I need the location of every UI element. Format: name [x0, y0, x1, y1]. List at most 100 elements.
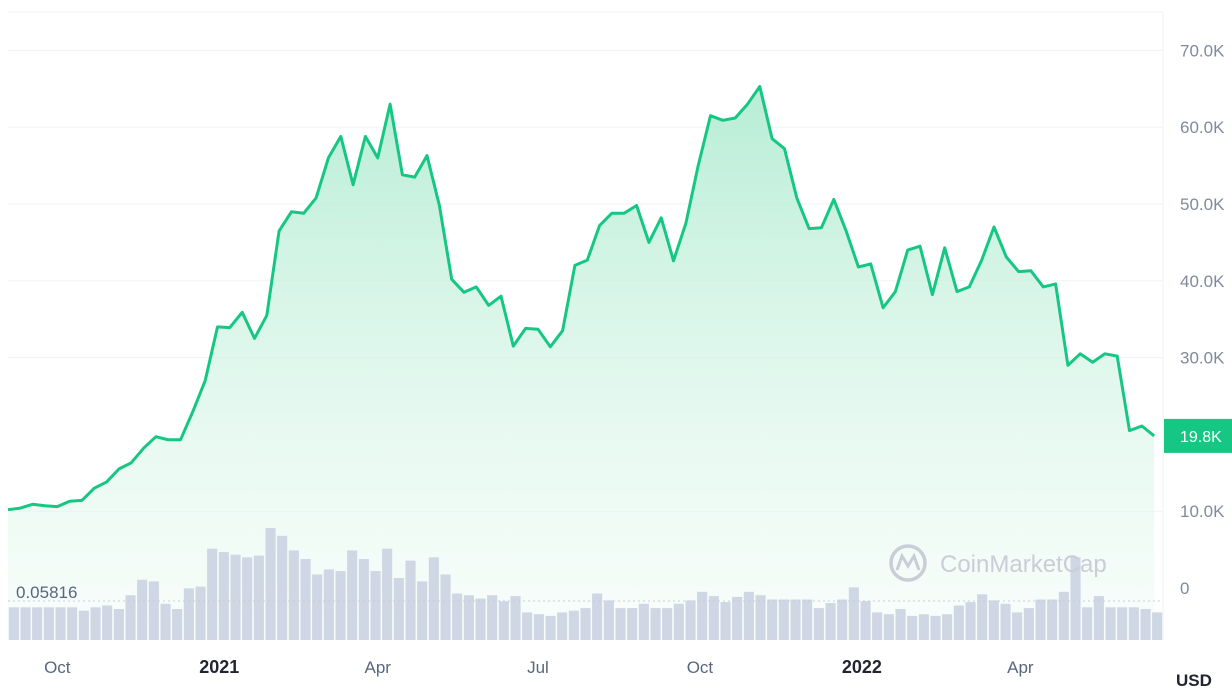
volume-bar	[463, 595, 474, 640]
volume-bar	[1093, 596, 1104, 640]
volume-bar	[790, 599, 801, 640]
volume-bar	[277, 535, 288, 640]
y-tick-label: 40.0K	[1180, 272, 1225, 291]
volume-bar	[1105, 607, 1116, 640]
volume-bar	[160, 603, 171, 640]
volume-bar	[428, 557, 439, 640]
volume-bar	[603, 600, 614, 640]
volume-bar	[1000, 603, 1011, 640]
volume-bar	[732, 596, 743, 640]
volume-bar	[137, 579, 148, 640]
price-axis: 70.0K 60.0K 50.0K 40.0K 30.0K 10.0K 0	[1180, 41, 1225, 598]
volume-bar	[1152, 612, 1163, 640]
volume-bar	[545, 615, 556, 640]
volume-bar	[90, 607, 101, 640]
volume-bar	[347, 550, 358, 640]
volume-bar	[568, 610, 579, 640]
volume-bar	[883, 614, 894, 640]
time-axis: Oct 2021 Apr Jul Oct 2022 Apr	[44, 657, 1034, 677]
coinmarketcap-logo-icon	[889, 544, 927, 582]
y-tick-label: 50.0K	[1180, 195, 1225, 214]
volume-bar	[1012, 612, 1023, 640]
volume-bar	[207, 548, 218, 640]
y-tick-label: 10.0K	[1180, 502, 1225, 521]
volume-bar	[487, 595, 498, 640]
volume-bar	[848, 587, 859, 640]
volume-bar	[907, 615, 918, 640]
x-tick-year-label: 2021	[199, 657, 239, 677]
volume-bar	[358, 559, 369, 640]
volume-bar	[452, 593, 463, 640]
volume-bar	[125, 595, 136, 640]
x-tick-label: Oct	[687, 658, 714, 677]
volume-bar	[498, 601, 509, 640]
volume-bar	[720, 602, 731, 640]
y-tick-label: 60.0K	[1180, 118, 1225, 137]
price-unit-label: USD	[1176, 671, 1212, 690]
volume-bar	[638, 603, 649, 640]
volume-bar	[965, 602, 976, 640]
x-tick-label: Oct	[44, 658, 71, 677]
volume-bar	[942, 614, 953, 640]
volume-bar	[778, 599, 789, 640]
volume-bar	[988, 600, 999, 640]
volume-bar	[1023, 608, 1034, 640]
volume-bar	[1140, 609, 1151, 640]
volume-bar	[265, 528, 276, 640]
y-tick-label: 30.0K	[1180, 349, 1225, 368]
volume-bar	[813, 608, 824, 640]
volume-bar	[510, 596, 521, 640]
watermark-text: CoinMarketCap	[940, 551, 1107, 578]
volume-bar	[802, 599, 813, 640]
volume-bar	[1082, 607, 1093, 640]
volume-bar	[242, 557, 253, 640]
volume-bar	[230, 554, 241, 640]
volume-bar	[218, 552, 229, 640]
watermark: CoinMarketCap	[889, 544, 1107, 582]
price-line-path	[7, 85, 1156, 512]
volume-bar	[393, 578, 404, 640]
volume-bar	[685, 600, 696, 640]
volume-bar	[837, 599, 848, 640]
volume-bar	[1117, 607, 1128, 640]
volume-bar	[557, 612, 568, 640]
volume-value-label: 0.05816	[16, 583, 77, 602]
volume-bar	[440, 574, 451, 640]
volume-bar	[662, 608, 673, 640]
current-price-badge: 19.8K	[1164, 418, 1232, 453]
volume-bar	[335, 571, 346, 640]
x-tick-label: Jul	[527, 658, 549, 677]
volume-bar	[918, 614, 929, 640]
volume-bar	[650, 608, 661, 640]
volume-bar	[580, 608, 591, 640]
volume-bar	[300, 559, 311, 640]
volume-bar	[102, 605, 113, 640]
volume-bar	[930, 615, 941, 640]
volume-bar	[872, 612, 883, 640]
x-tick-label: Apr	[365, 658, 392, 677]
volume-bar	[195, 586, 206, 640]
price-area-fill	[8, 86, 1155, 640]
volume-bar	[55, 607, 66, 640]
volume-bar	[767, 599, 778, 640]
x-tick-label: Apr	[1007, 658, 1034, 677]
volume-bar	[382, 548, 393, 640]
volume-bar	[755, 595, 766, 640]
price-area	[8, 86, 1155, 640]
volume-bar	[592, 593, 603, 640]
y-tick-label: 70.0K	[1180, 41, 1225, 60]
volume-bar	[172, 609, 183, 640]
volume-bar	[615, 608, 626, 640]
volume-bar	[370, 571, 381, 640]
current-price-label: 19.8K	[1180, 429, 1222, 446]
volume-bar	[522, 612, 533, 640]
volume-bar	[417, 581, 428, 640]
price-line	[7, 85, 1156, 512]
volume-bar	[953, 605, 964, 640]
volume-bar	[1035, 599, 1046, 640]
volume-bar	[673, 603, 684, 640]
volume-bar	[312, 574, 323, 640]
volume-bar	[20, 607, 31, 640]
volume-bar	[148, 581, 159, 640]
